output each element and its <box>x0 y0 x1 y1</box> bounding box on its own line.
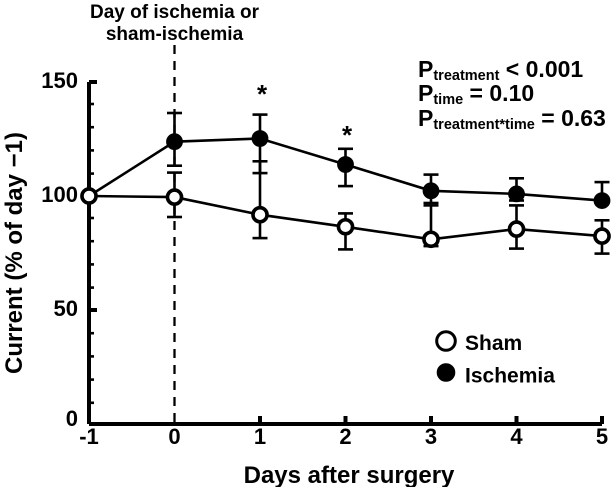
svg-text:Current (% of day −1): Current (% of day −1) <box>1 132 28 374</box>
svg-text:1: 1 <box>254 424 266 449</box>
svg-text:100: 100 <box>41 182 78 207</box>
svg-text:5: 5 <box>596 424 608 449</box>
svg-text:Ischemia: Ischemia <box>465 365 555 388</box>
svg-text:Sham: Sham <box>465 332 522 355</box>
svg-text:*: * <box>342 120 353 150</box>
svg-text:50: 50 <box>54 296 78 321</box>
svg-text:Ptreatment*time = 0.63: Ptreatment*time = 0.63 <box>418 105 606 133</box>
svg-text:-1: -1 <box>79 424 99 449</box>
svg-text:2: 2 <box>339 424 351 449</box>
svg-text:Ptime = 0.10: Ptime = 0.10 <box>418 80 534 108</box>
svg-text:Day of ischemia or: Day of ischemia or <box>90 2 260 23</box>
svg-text:3: 3 <box>425 424 437 449</box>
svg-text:0: 0 <box>66 406 78 431</box>
svg-text:0: 0 <box>168 424 180 449</box>
svg-text:150: 150 <box>41 68 78 93</box>
svg-text:sham-ischemia: sham-ischemia <box>106 24 244 45</box>
svg-text:4: 4 <box>510 424 523 449</box>
svg-text:*: * <box>257 79 268 109</box>
svg-text:Days after surgery: Days after surgery <box>244 462 455 487</box>
